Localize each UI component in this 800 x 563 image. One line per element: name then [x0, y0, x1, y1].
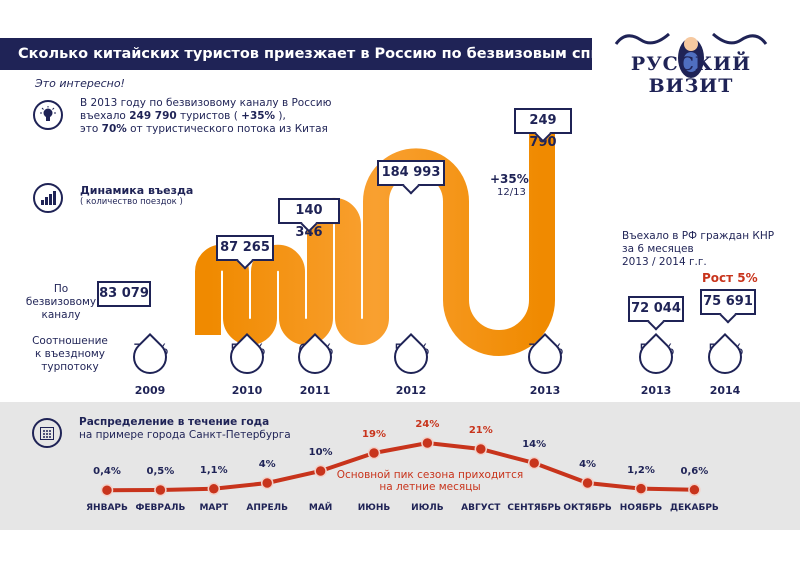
growth-value: +35% [490, 172, 529, 186]
dynamics-title: Динамика въезда [80, 184, 194, 197]
month-value-label: 0,5% [146, 466, 175, 477]
distribution-title: Распределение в течение года [79, 416, 270, 428]
season-annotation: Основной пик сезона приходится на летние… [330, 469, 530, 493]
ratio-teardrop: 56% [700, 332, 750, 382]
year-label: 2013 [640, 384, 672, 397]
month-point [154, 483, 167, 497]
half-year-callout: 75 691 [700, 289, 756, 315]
caption-line: Въехало в РФ граждан КНР [622, 230, 775, 242]
caption-line: за 6 месяцев [622, 243, 694, 255]
month-value-label: 0,6% [680, 465, 709, 477]
half-year-caption: Въехало в РФ граждан КНР за 6 месяцев 20… [622, 230, 774, 269]
month-label: ДЕКАБРЬ [669, 503, 719, 513]
intro-line: это 70% от туристического потока из Кита… [80, 123, 328, 135]
month-point [527, 456, 541, 470]
value-callout: 184 993 [377, 160, 445, 186]
month-value-label: 1,1% [199, 464, 228, 476]
month-point [260, 476, 274, 490]
value-callout: 249 790 [514, 108, 572, 150]
month-value-label: 21% [468, 425, 493, 436]
logo-text: РУССКИЙ ВИЗИТ [630, 53, 752, 97]
caption-line: 2013 / 2014 г.г. [622, 256, 707, 268]
month-point [100, 483, 114, 497]
month-label: ИЮЛЬ [411, 503, 444, 513]
month-label: ИЮНЬ [357, 503, 391, 513]
month-point [314, 464, 327, 478]
year-label: 2013 [529, 384, 561, 397]
page-title: Сколько китайских туристов приезжает в Р… [0, 38, 649, 70]
month-value-label: 19% [362, 429, 386, 440]
value-callout: 87 265 [216, 235, 274, 261]
ratio-teardrop: 55% [222, 332, 272, 382]
month-point [581, 476, 594, 490]
bar-chart-icon [33, 183, 63, 213]
growth-label: Рост 5% [702, 271, 758, 285]
month-value-label: 4% [258, 459, 276, 470]
month-label: АПРЕЛЬ [246, 503, 288, 513]
monthly-line [106, 440, 695, 493]
month-label: ОКТЯБРЬ [563, 503, 612, 513]
year-label: 2011 [299, 384, 331, 397]
ratio-label: Соотношение к въездному турпотоку [32, 335, 108, 373]
growth-period: 12/13 [497, 187, 526, 198]
intro-line: въехало 249 790 туристов ( +35% ), [80, 110, 286, 122]
intro-text: В 2013 году по безвизовому каналу в Росс… [80, 97, 331, 136]
month-label: МАЙ [308, 503, 333, 513]
dynamics-subtitle: ( количество поездок ) [80, 197, 183, 207]
ratio-teardrop: 70% [520, 332, 570, 382]
month-value-label: 24% [415, 419, 440, 430]
month-point [634, 482, 648, 495]
half-year-callout: 72 044 [628, 296, 684, 322]
distribution-subtitle: на примере города Санкт-Петербурга [79, 429, 291, 441]
year-label: 2014 [709, 384, 741, 397]
logo: РУССКИЙ ВИЗИТ [596, 22, 786, 97]
ratio-teardrop: 56% [631, 332, 681, 382]
ratio-teardrop: 60% [290, 332, 340, 382]
monthly-line-chart [100, 436, 701, 497]
month-point [688, 483, 701, 497]
month-value-label: 4% [579, 459, 597, 470]
ratio-teardrop: 54% [386, 332, 436, 382]
annotation-line: на летние месяцы [379, 481, 481, 493]
month-point [474, 442, 488, 456]
value-callout: 140 346 [278, 198, 340, 240]
month-label: АВГУСТ [461, 503, 501, 513]
ratio-teardrop: 72% [125, 332, 175, 382]
month-point [367, 446, 381, 460]
annotation-line: Основной пик сезона приходится [336, 469, 524, 481]
month-value-label: 1,2% [627, 464, 655, 476]
monthly-distribution-panel: Распределение в течение года на примере … [0, 402, 800, 530]
month-point [421, 436, 434, 450]
year-label: 2009 [134, 384, 166, 397]
intro-line: В 2013 году по безвизовому каналу в Росс… [80, 97, 332, 109]
month-label: МАРТ [199, 503, 229, 513]
month-label: СЕНТЯБРЬ [507, 503, 562, 513]
logo-ornament-icon [614, 32, 768, 78]
month-value-label: 0,4% [93, 466, 121, 478]
month-label: НОЯБРЬ [619, 503, 663, 513]
lightbulb-icon [33, 100, 63, 130]
visa-free-label: По безвизовому каналу [25, 283, 97, 321]
year-label: 2012 [395, 384, 427, 397]
month-label: ЯНВАРЬ [86, 503, 128, 513]
value-callout: 83 079 [97, 281, 151, 307]
month-value-label: 10% [308, 447, 333, 458]
year-label: 2010 [231, 384, 263, 397]
calendar-icon [32, 418, 62, 448]
month-value-label: 14% [522, 439, 547, 450]
month-point [207, 482, 221, 496]
month-label: ФЕВРАЛЬ [135, 503, 186, 513]
intro-label: Это интересно! [35, 77, 125, 90]
